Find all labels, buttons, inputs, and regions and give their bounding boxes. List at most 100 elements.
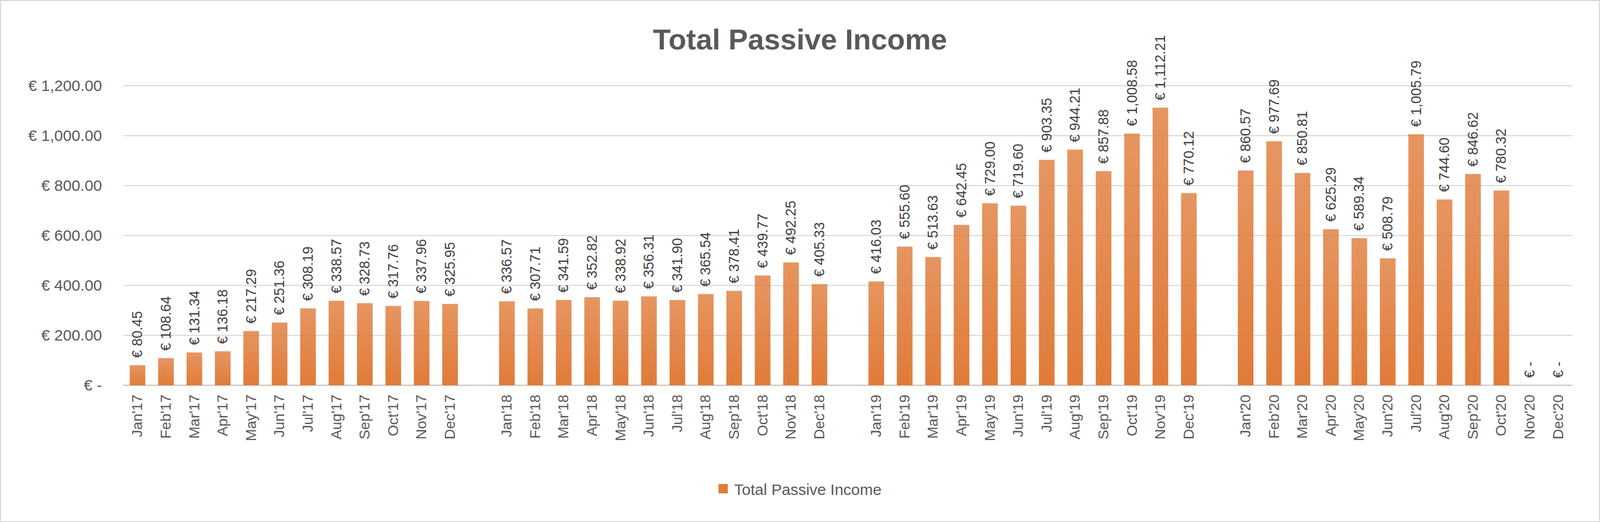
x-tick-label: Jul'20: [1408, 394, 1425, 433]
x-tick-label: Mar'17: [186, 394, 203, 440]
y-tick-label: € 400.00: [41, 276, 102, 294]
y-axis-line: [123, 85, 124, 386]
data-label: € 352.82: [584, 235, 600, 291]
bar: [186, 352, 203, 386]
bar: [697, 294, 714, 386]
x-tick-label: May'17: [242, 394, 260, 442]
x-tick-label: May'19: [981, 394, 998, 442]
data-label: € 317.76: [385, 244, 402, 299]
data-label: € 338.57: [328, 238, 345, 294]
x-tick-label: Dec'17: [441, 394, 458, 440]
x-tick-label: Nov'17: [413, 394, 430, 440]
data-label: € 378.41: [726, 228, 742, 284]
bar: [158, 358, 174, 386]
bar: [1323, 229, 1339, 386]
data-label: € 729.00: [982, 141, 998, 197]
bar: [243, 331, 260, 386]
data-label: € 251.36: [271, 260, 288, 316]
x-tick-label: Mar'20: [1294, 394, 1311, 440]
data-label: € 136.18: [214, 289, 231, 345]
bar: [1436, 199, 1453, 386]
data-label: € 108.64: [158, 296, 174, 352]
x-tick-label: Mar'19: [924, 394, 941, 440]
x-tick-label: Jan'17: [129, 394, 146, 438]
bar: [1237, 170, 1254, 386]
data-label: € 405.33: [811, 222, 828, 277]
bar: [1351, 238, 1367, 386]
bar: [868, 281, 885, 386]
data-label: € 492.25: [783, 200, 799, 256]
bar: [1521, 385, 1538, 387]
bar: [953, 225, 970, 386]
data-label: € 336.57: [498, 239, 515, 294]
data-label: € 356.31: [641, 234, 657, 290]
y-tick-label: € 800.00: [41, 176, 102, 195]
bar: [811, 284, 828, 386]
bar: [726, 290, 742, 386]
x-tick-label: May'18: [612, 394, 629, 442]
y-tick-label: € 1,000.00: [28, 126, 102, 145]
bar: [1294, 173, 1311, 386]
data-label: € 508.79: [1379, 196, 1396, 252]
bar: [1493, 190, 1509, 386]
data-label: € 857.88: [1095, 109, 1112, 164]
data-label: € 131.34: [186, 290, 203, 346]
x-tick-label: Jun'20: [1379, 394, 1396, 438]
bar: [1550, 385, 1567, 387]
x-tick-label: Nov'19: [1152, 394, 1169, 440]
bar: [783, 262, 799, 386]
x-tick-label: Aug'19: [1066, 394, 1083, 440]
bar: [300, 308, 316, 386]
bar: [1067, 149, 1083, 386]
data-label: € 217.29: [243, 269, 260, 325]
bar: [1010, 206, 1027, 386]
bar: [1266, 141, 1283, 386]
x-tick-label: Dec'18: [811, 394, 828, 440]
bar: [214, 351, 231, 386]
x-tick-label: Feb'17: [157, 394, 174, 440]
data-label: € 513.63: [925, 195, 941, 250]
data-label: € 780.32: [1493, 128, 1509, 184]
data-label: € 416.03: [868, 219, 885, 275]
data-label: € 325.95: [442, 241, 458, 297]
bar: [1465, 174, 1481, 386]
data-label: € 308.19: [300, 246, 316, 302]
data-label: € 1,112.21: [1152, 35, 1169, 101]
data-label: € 1,008.58: [1124, 59, 1141, 127]
x-tick-label: Jan'18: [498, 394, 515, 438]
x-tick-label: Aug'18: [697, 394, 714, 440]
x-tick-label: Jan'19: [867, 394, 885, 438]
data-label: € 328.73: [356, 241, 373, 297]
bar: [498, 301, 515, 386]
x-tick-label: Feb'20: [1265, 394, 1283, 440]
bar: [1379, 258, 1396, 386]
data-label: € 977.69: [1266, 79, 1283, 135]
data-label: € 337.96: [413, 239, 430, 294]
data-label: € 365.54: [697, 232, 714, 287]
bar: [413, 301, 430, 386]
legend-label: Total Passive Income: [734, 481, 882, 499]
data-label: € 903.35: [1039, 97, 1055, 153]
x-tick-label: Sep'19: [1095, 394, 1112, 440]
bar: [271, 322, 288, 386]
data-label: € 338.92: [612, 238, 629, 294]
bar: [612, 300, 629, 386]
bar: [1408, 134, 1425, 386]
data-label: € 642.45: [953, 163, 970, 219]
bar: [1152, 107, 1169, 386]
bar: [555, 300, 572, 386]
data-label: € 439.77: [754, 213, 771, 269]
bar: [925, 257, 941, 386]
x-tick-label: Dec'19: [1180, 394, 1197, 440]
x-tick-label: Apr'18: [583, 394, 600, 437]
x-tick-label: Oct'19: [1123, 394, 1141, 437]
grid-line: [123, 135, 1573, 137]
data-label: € 770.12: [1181, 131, 1197, 186]
x-tick-label: May'20: [1350, 394, 1367, 442]
bar: [669, 300, 686, 386]
x-tick-label: Jun'18: [640, 394, 657, 438]
y-tick-label: € 1,200.00: [28, 77, 102, 95]
x-tick-label: Jun'17: [271, 394, 288, 438]
bar: [1124, 133, 1141, 386]
x-tick-label: Oct'18: [754, 394, 771, 437]
